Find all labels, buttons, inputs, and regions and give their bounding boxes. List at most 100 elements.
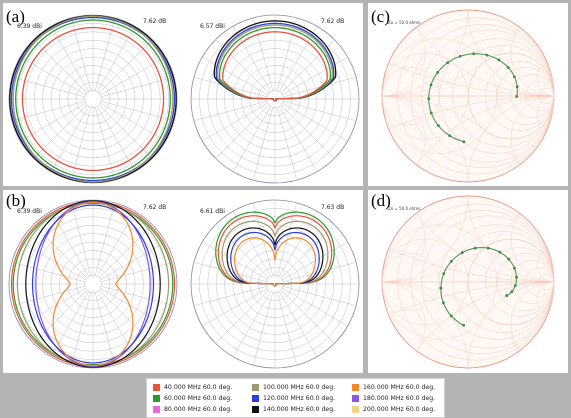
polar-spoke [283,285,357,306]
polar-spoke [94,292,115,366]
polar-spoke [97,291,136,357]
frequency-marker [507,257,511,261]
smith-arc [536,61,554,97]
panel-b-right-scale: 7.63 dB [321,204,345,211]
polar-spoke [253,107,274,181]
polar-spoke [33,224,88,279]
pattern-b-left [31,204,155,364]
polar-spoke [202,103,268,142]
legend-swatch [252,383,259,391]
frequency-marker [460,251,464,254]
frequency-marker [462,323,466,327]
pattern-a-left [12,15,174,183]
frequency-marker [485,53,489,57]
pattern-a-right [222,31,328,102]
polar-spoke [193,285,267,306]
polar-spoke [11,77,85,98]
frequency-marker [510,290,514,294]
smith-arc [510,196,554,283]
polar-spoke [101,77,175,98]
panel-a-right-scale: 7.62 dB [321,18,345,25]
polar-spoke [276,107,297,181]
panel-b-right-gain: 6.61 dBi [200,208,225,215]
smith-arc [510,10,554,97]
polar-spoke [11,285,85,306]
polar-grid-a-right [190,14,360,184]
polar-grid-a-left [8,14,178,184]
polar-spoke [71,292,92,366]
polar-ring [84,90,102,108]
polar-spoke [101,285,175,306]
polar-spoke [71,202,92,276]
polar-spoke [280,224,335,279]
panel-c-smith-chart: (c) Zo = 50.0 ohms [368,3,568,186]
polar-spoke [202,288,268,327]
polar-spoke [253,202,274,276]
smith-arc [382,10,426,97]
frequency-marker [439,286,443,290]
panel-a-right-gain: 6.57 dBi [200,23,225,30]
legend-item: 120.000 MHz 60.0 deg. [252,393,335,403]
frequency-marker [513,284,517,287]
polar-spoke [279,106,318,172]
legend-label: 40.000 MHz 60.0 deg. [164,383,233,391]
polar-spoke [100,241,166,280]
legend-swatch [352,405,359,413]
smith-arc [536,281,554,317]
panel-c-header: Zo = 50.0 ohms [388,20,421,25]
legend-item: 40.000 MHz 60.0 deg. [153,382,232,392]
polar-spoke [282,56,348,95]
legend-item: 100.000 MHz 60.0 deg. [252,382,335,392]
legend-item: 160.000 MHz 60.0 deg. [352,382,435,392]
smith-arc [382,95,426,182]
pattern-a-left [10,16,176,182]
panel-c-svg [381,9,555,183]
legend-label: 200.000 MHz 60.0 deg. [363,405,436,413]
panel-b-left-gain: 6.39 dBi [17,208,42,215]
legend-swatch [153,405,160,413]
impedance-locus-c [428,53,518,143]
frequency-marker [448,134,452,138]
frequency-marker [449,259,453,263]
frequency-marker [505,294,509,297]
frequency-marker [473,246,477,250]
frequency-marker [462,140,466,144]
legend-item: 60.000 MHz 60.0 deg. [153,393,232,403]
pattern-b-left [12,202,174,366]
frequency-marker [441,301,445,305]
frequency-marker [429,111,433,115]
legend-swatch [153,394,160,402]
legend-label: 140.000 MHz 60.0 deg. [263,405,336,413]
frequency-marker [436,124,440,127]
panel-b-left-scale: 7.62 dB [143,204,167,211]
polar-spoke [215,289,270,344]
polar-spoke [20,241,86,280]
legend-swatch [252,394,259,402]
polar-spoke [215,224,270,279]
panel-a-left-gain: 6.39 dBi [17,23,42,30]
polar-spoke [232,291,271,357]
frequency-legend: 40.000 MHz 60.0 deg. 60.000 MHz 60.0 deg.… [146,378,445,418]
polar-spoke [283,100,357,121]
frequency-marker [427,97,431,101]
smith-grid-d [381,195,555,369]
polar-spoke [276,292,297,366]
pattern-b-left [35,201,151,367]
polar-spoke [11,100,85,121]
pattern-b-left [25,200,161,368]
polar-spoke [33,289,88,344]
frequency-marker [429,83,433,87]
polar-spoke [97,211,136,277]
frequency-marker [449,314,453,318]
polar-spoke [100,288,166,327]
frequency-marker [486,246,490,250]
polar-spoke [280,104,335,159]
pattern-a-left [21,26,165,172]
polar-spoke [101,262,175,283]
polar-spoke [232,211,271,277]
legend-label: 100.000 MHz 60.0 deg. [263,383,336,391]
smith-arc [510,95,554,182]
polar-spoke [11,262,85,283]
panel-d-smith-chart: (d) Zo = 50.0 ohms [368,190,568,373]
polar-grid-b-right [190,199,360,369]
